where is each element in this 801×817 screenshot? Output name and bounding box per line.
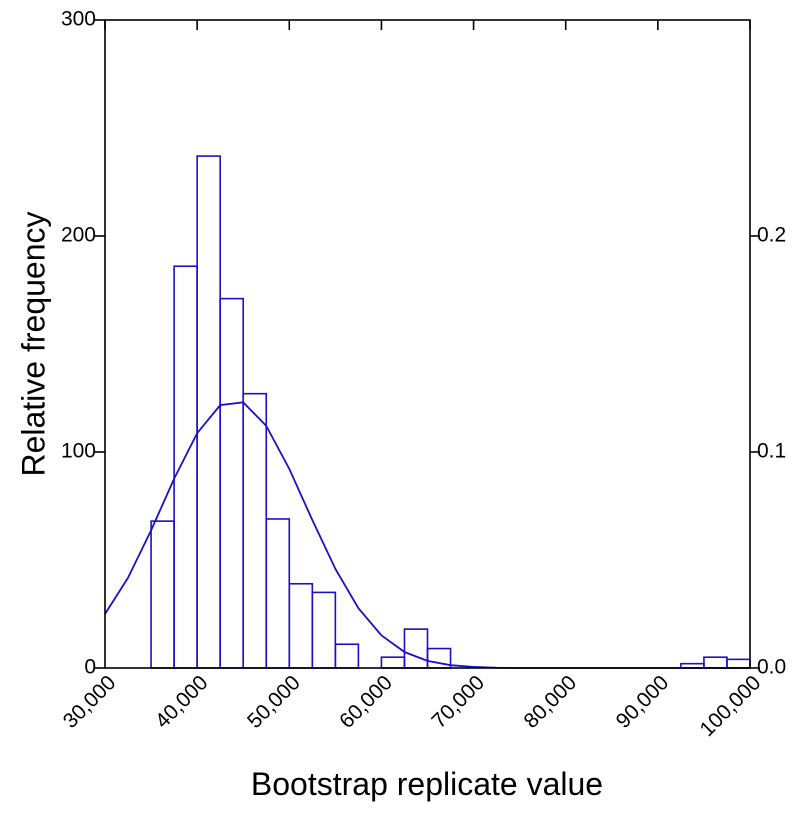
bar: [219, 297, 245, 669]
bar: [173, 265, 198, 669]
fit-curve: [104, 401, 750, 669]
bar: [726, 658, 751, 669]
bar: [380, 656, 406, 669]
y2-tick-label: 0.1: [757, 440, 786, 463]
x-tick-label: 80,000: [519, 671, 581, 733]
bar: [403, 628, 429, 669]
x-tick-label: 60,000: [335, 671, 397, 733]
y-tick-label: 200: [61, 224, 96, 247]
x-tick-label: 30,000: [59, 671, 121, 733]
x-tick-label: 50,000: [243, 671, 305, 733]
bar: [265, 518, 291, 669]
x-tick-label: 40,000: [151, 671, 213, 733]
y-tick-label: 0: [84, 656, 96, 679]
x-tick-label: 70,000: [427, 671, 489, 733]
x-tick-label: 90,000: [612, 671, 674, 733]
bar: [242, 392, 268, 669]
bar: [703, 656, 728, 669]
plot-frame: [104, 19, 751, 669]
y-axis-title: Relative frequency: [15, 211, 51, 476]
x-axis-title: Bootstrap replicate value: [251, 766, 603, 802]
bar: [288, 582, 314, 669]
bar: [334, 643, 360, 669]
bar: [196, 155, 221, 669]
y2-tick-label: 0.0: [757, 656, 786, 679]
y-tick-label: 100: [61, 440, 96, 463]
y2-tick-label: 0.2: [757, 224, 786, 247]
y-tick-label: 300: [61, 8, 96, 31]
x-tick-label: 100,000: [696, 671, 766, 741]
bar: [311, 591, 337, 669]
bar: [150, 520, 175, 669]
